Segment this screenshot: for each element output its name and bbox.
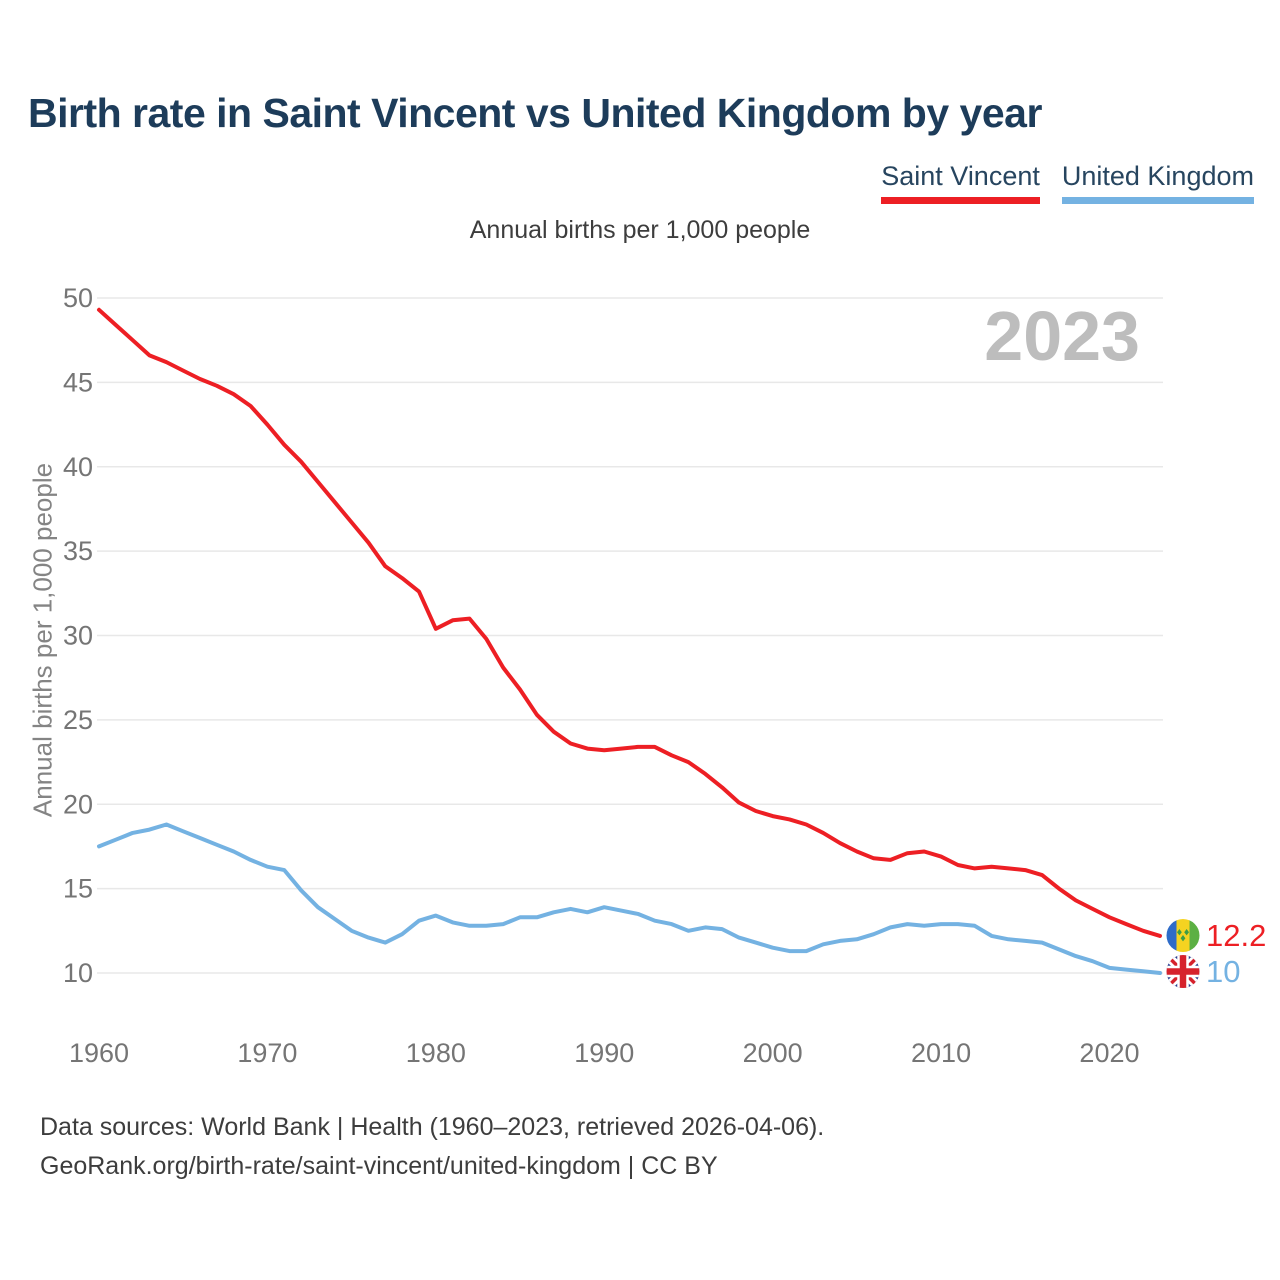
- united-kingdom-line: [97, 822, 1162, 975]
- y-tick-label: 15: [63, 874, 93, 904]
- y-tick-label: 35: [63, 536, 93, 566]
- x-tick-label: 1960: [69, 1038, 129, 1068]
- y-tick-label: 40: [63, 452, 93, 482]
- footer-sources-line: Data sources: World Bank | Health (1960–…: [40, 1113, 825, 1141]
- x-tick-label: 2000: [743, 1038, 803, 1068]
- y-tick-label: 30: [63, 621, 93, 651]
- legend: Saint Vincent United Kingdom: [881, 161, 1254, 204]
- y-tick-label: 10: [63, 958, 93, 988]
- y-tick-label: 20: [63, 789, 93, 819]
- y-axis-tick-labels: 10 15 20 25 30 35 40 45 50: [63, 283, 93, 988]
- x-tick-label: 1970: [237, 1038, 297, 1068]
- saint-vincent-line: [97, 307, 1162, 938]
- legend-item-saint-vincent[interactable]: Saint Vincent: [881, 161, 1040, 204]
- y-tick-label: 25: [63, 705, 93, 735]
- saint-vincent-flag-icon: [1166, 919, 1200, 952]
- chart-subtitle: Annual births per 1,000 people: [469, 216, 811, 244]
- chart-title: Birth rate in Saint Vincent vs United Ki…: [28, 90, 1042, 136]
- x-tick-label: 2020: [1079, 1038, 1139, 1068]
- x-tick-label: 2010: [911, 1038, 971, 1068]
- gridlines: [97, 297, 1163, 974]
- footer-attribution-line: GeoRank.org/birth-rate/saint-vincent/uni…: [40, 1152, 718, 1180]
- uk-flag-icon: [1166, 955, 1200, 988]
- x-tick-label: 1990: [574, 1038, 634, 1068]
- y-tick-label: 45: [63, 367, 93, 397]
- x-tick-label: 1980: [406, 1038, 466, 1068]
- united-kingdom-end-value: 10: [1206, 954, 1240, 989]
- y-tick-label: 50: [63, 283, 93, 313]
- data-source-footer: Data sources: World Bank | Health (1960–…: [40, 1108, 824, 1186]
- watermark-year: 2023: [984, 297, 1140, 375]
- x-axis-tick-labels: 1960 1970 1980 1990 2000 2010 2020: [69, 1038, 1140, 1068]
- legend-item-united-kingdom[interactable]: United Kingdom: [1061, 161, 1254, 204]
- saint-vincent-end-value: 12.2: [1206, 918, 1266, 953]
